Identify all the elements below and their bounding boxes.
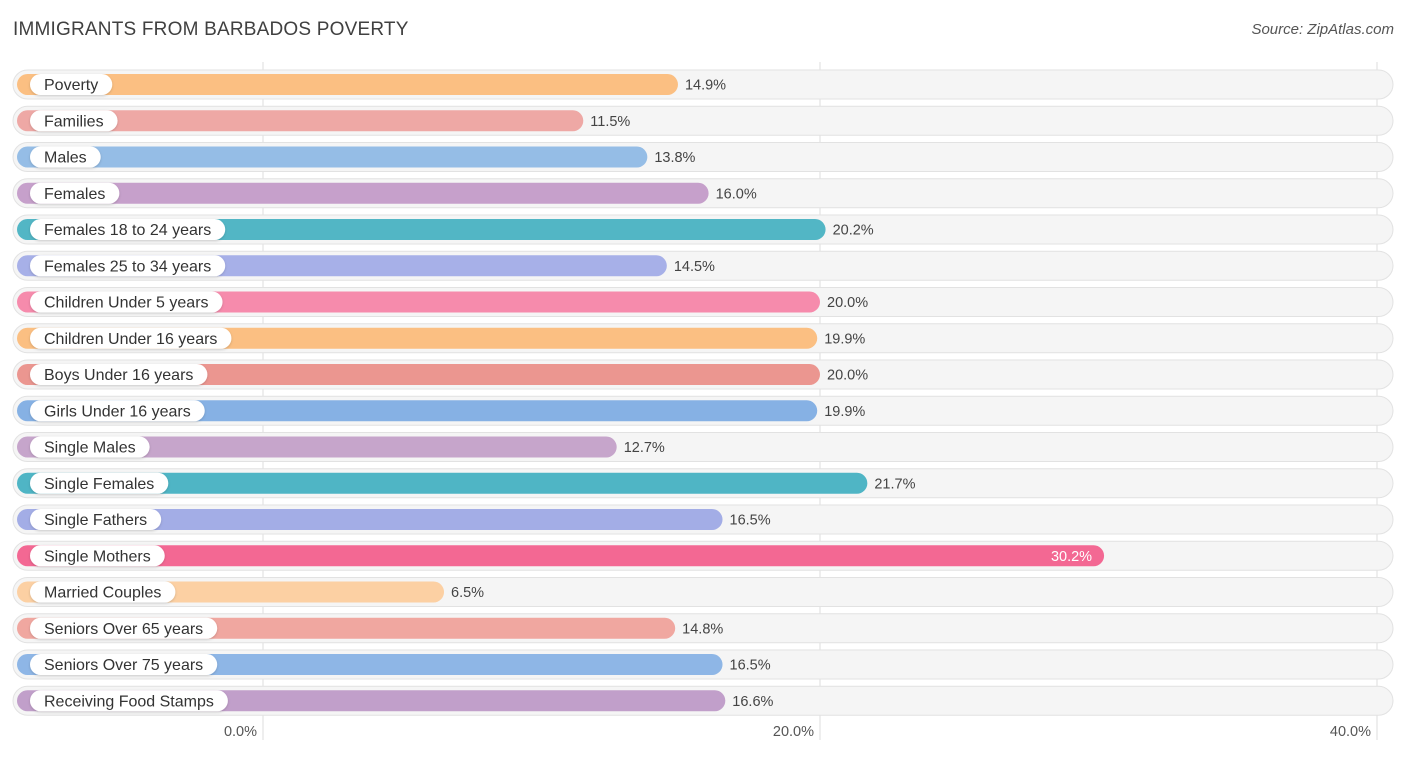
bar-label-pill [30,291,223,313]
bar-boys-under-16-years [17,364,820,385]
bar-single-fathers [17,509,723,530]
value-label-females: 16.0% [716,186,757,202]
bar-label-females-18-to-24-years: Females 18 to 24 years [44,222,211,239]
bar-label-females-25-to-34-years: Females 25 to 34 years [44,258,211,275]
bar-row-families: Families 11.5% [12,105,1394,136]
bar-label-single-mothers: Single Mothers [44,548,151,565]
value-label-seniors-over-65-years: 14.8% [682,621,723,637]
bar-row-boys-under-16-years: Boys Under 16 years 20.0% [12,359,1394,390]
value-label-females-18-to-24-years: 20.2% [833,223,874,239]
bar-label-boys-under-16-years: Boys Under 16 years [44,367,193,384]
bar-label-poverty: Poverty [44,77,98,94]
bar-label-pill [30,545,165,567]
bar-single-females [17,472,868,494]
bar-label-seniors-over-65-years: Seniors Over 65 years [44,621,203,638]
bar-row-seniors-over-65-years: Seniors Over 65 years 14.8% [12,613,1394,644]
bar-label-pill [30,617,218,639]
bar-row-females-25-to-34-years: Females 25 to 34 years 14.5% [12,250,1394,281]
bar-row-females: Females 16.0% [12,178,1394,209]
bar-label-receiving-food-stamps: Receiving Food Stamps [44,693,214,710]
value-label-poverty: 14.9% [685,78,726,94]
bar-label-pill [30,472,169,494]
bar-row-single-mothers: Single Mothers 30.2% [12,540,1394,571]
bar-label-pill [30,436,150,458]
bar-label-single-males: Single Males [44,440,136,457]
bar-row-children-under-5-years: Children Under 5 years 20.0% [12,287,1394,317]
value-label-single-females: 21.7% [874,476,915,492]
bar-label-pill [30,654,218,675]
bar-label-pill [30,327,232,349]
bar-label-pill [30,364,208,385]
tick-label-0-0-: 0.0% [224,724,257,740]
bar-single-mothers [17,545,1105,567]
value-label-children-under-5-years: 20.0% [827,295,868,311]
bar-row-females-18-to-24-years: Females 18 to 24 years 20.2% [12,214,1394,245]
bar-row-single-females: Single Females 21.7% [12,468,1394,499]
bar-single-males [17,436,617,458]
value-label-males: 13.8% [654,150,695,166]
bar-girls-under-16-years [17,400,818,422]
bar-row-seniors-over-75-years: Seniors Over 75 years 16.5% [12,649,1394,680]
value-label-single-males: 12.7% [624,440,665,456]
bar-label-children-under-16-years: Children Under 16 years [44,331,217,348]
bar-label-pill [30,581,176,603]
bar-row-single-males: Single Males 12.7% [12,432,1394,462]
bar-label-girls-under-16-years: Girls Under 16 years [44,403,191,420]
bar-row-poverty: Poverty 14.9% [12,69,1394,100]
bar-label-seniors-over-75-years: Seniors Over 75 years [44,657,203,674]
bar-label-pill [30,690,228,712]
bar-label-pill [30,509,162,530]
bar-label-single-fathers: Single Fathers [44,512,147,529]
bar-rows: Poverty 14.9% Families 11.5% Males 13.8% Femal… [12,69,1394,716]
value-label-boys-under-16-years: 20.0% [827,368,868,384]
bar-label-pill [30,255,226,277]
bar-label-pill [30,110,118,132]
bar-row-males: Males 13.8% [12,142,1394,172]
bar-label-pill [30,182,120,204]
bar-label-males: Males [44,150,87,167]
bar-row-girls-under-16-years: Girls Under 16 years 19.9% [12,395,1394,426]
value-label-females-25-to-34-years: 14.5% [674,259,715,275]
bar-row-receiving-food-stamps: Receiving Food Stamps 16.6% [12,685,1394,716]
bar-poverty [17,74,678,95]
bar-females [17,182,709,204]
bar-label-pill [30,219,226,240]
bar-label-married-couples: Married Couples [44,585,161,602]
bar-males [17,146,648,168]
bar-row-children-under-16-years: Children Under 16 years 19.9% [12,323,1394,354]
bar-families [17,110,584,132]
tick-label-40-0-: 40.0% [1330,724,1371,740]
tick-label-20-0-: 20.0% [773,724,814,740]
value-label-children-under-16-years: 19.9% [824,331,865,347]
value-label-single-fathers: 16.5% [730,513,771,529]
bar-row-single-fathers: Single Fathers 16.5% [12,504,1394,535]
value-label-seniors-over-75-years: 16.5% [730,658,771,674]
value-label-married-couples: 6.5% [451,585,484,601]
bar-label-pill [30,74,113,95]
chart-source: Source: ZipAtlas.com [1251,21,1394,38]
bar-label-pill [30,400,205,422]
value-label-single-mothers: 30.2% [1051,549,1092,565]
bar-label-children-under-5-years: Children Under 5 years [44,295,209,312]
value-label-families: 11.5% [590,114,630,130]
bar-row-married-couples: Married Couples 6.5% [12,577,1394,607]
chart-title: IMMIGRANTS FROM BARBADOS POVERTY [13,19,409,40]
bar-label-single-females: Single Females [44,476,154,493]
value-label-receiving-food-stamps: 16.6% [732,694,773,710]
bar-label-families: Families [44,113,104,130]
bar-label-females: Females [44,186,105,203]
x-axis-ticks: 0.0% 20.0% 40.0% [224,724,1371,740]
value-label-girls-under-16-years: 19.9% [824,404,865,420]
bar-label-pill [30,146,101,168]
